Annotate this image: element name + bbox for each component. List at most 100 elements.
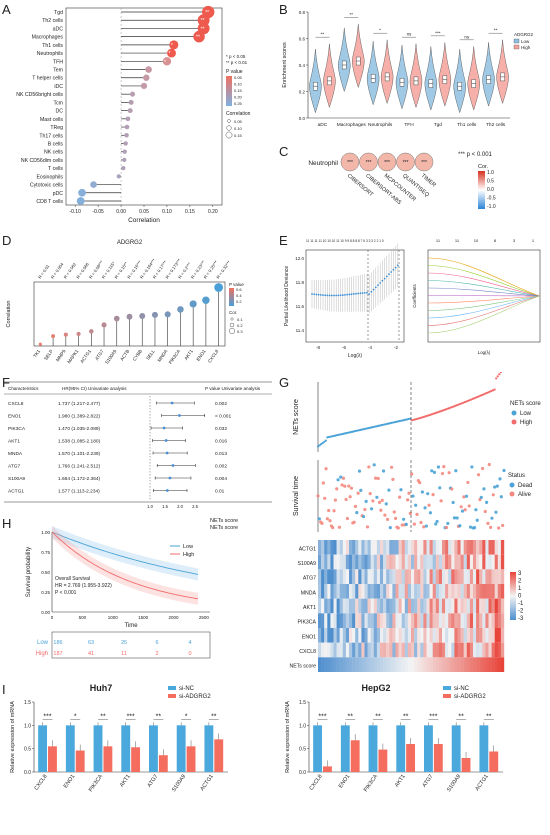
legend-pval-tick: 0.15 [234,88,243,93]
x-tick-label: SELL [145,348,156,360]
x-tick-label: 2.5 [192,504,198,509]
survival-point [396,526,400,530]
x-tick-label: ENO1 [195,348,207,361]
heat-cell [321,613,325,628]
heat-cell [327,569,331,584]
x-tick-label: 1500 [138,615,149,620]
heat-cell [445,554,449,570]
heat-cell [333,554,337,570]
y-axis-title: Survival probability [26,547,32,597]
heat-cell [386,540,390,555]
heat-cell [386,584,390,599]
heat-cell [398,628,402,643]
coef-path [427,295,541,311]
lollipop-point [126,313,133,320]
heat-cell [432,613,436,628]
heat-cell [485,613,489,628]
heat-colorbar [510,572,516,620]
heat-cell [318,569,322,584]
lollipop-point [63,332,68,337]
heat-cell [349,628,353,643]
row-hr: 1.538 (1.085-2.180) [58,439,101,445]
coef-path [427,280,541,297]
heat-cell [364,657,368,672]
heat-cell [469,657,474,672]
status-dead: Dead [518,483,532,489]
heat-cell [448,628,452,643]
heat-cell [445,657,449,672]
survival-point [475,518,479,522]
survival-point [372,463,376,467]
survival-point [476,473,481,477]
heat-cell [358,628,362,643]
heat-cell [451,628,455,643]
category-label: Th2 cells [42,18,63,24]
heat-cell [324,657,328,672]
heat-cell [404,613,409,628]
survival-point [482,487,486,491]
heat-cell [473,642,477,658]
heat-cell [451,540,455,555]
heat-cell [401,584,405,599]
survival-point [494,510,498,514]
cv-point [379,282,382,284]
heat-cell [423,569,427,584]
heat-cell [349,554,353,570]
sig-label: ** [156,714,162,721]
lollipop-point [116,174,121,179]
heat-cell [380,642,384,658]
lollipop-point [129,91,136,97]
heat-cell [404,642,409,658]
risk-count: 41 [88,651,94,657]
survival-point [348,495,352,499]
legend-high: High [521,45,531,50]
score-point [321,441,324,445]
heat-cell [383,569,387,584]
survival-point [474,508,478,512]
heat-cell [497,613,502,628]
bar-nc [176,725,186,772]
survival-point [450,487,454,491]
row-p: 0.01 [215,489,225,495]
heat-cell [491,598,495,614]
heat-cell [364,613,368,628]
heat-cell [417,540,421,555]
status-alive: Alive [518,492,532,498]
cv-point [361,292,364,294]
heat-cell [497,657,502,672]
survival-point [365,525,370,529]
bar-nc [424,725,433,772]
heat-cell [389,540,393,555]
heat-cell [376,657,381,672]
heat-cell [330,569,334,584]
coef-path [427,287,541,297]
hr-point [178,414,181,417]
heat-cell [407,598,412,614]
heat-cell [414,628,418,643]
heat-cell [318,642,322,658]
lollipop-point [76,331,81,337]
survival-point [439,499,443,503]
x-axis-title: Time [124,623,138,629]
row-name: PIK3CA [8,426,26,432]
heat-cell [476,540,480,555]
heat-cell [355,554,359,570]
legend-cor-dot [230,317,234,321]
heat-cell [355,598,359,614]
heat-cell [367,598,371,614]
y-tick-label: 0.00 [41,610,50,615]
heat-cell [364,598,368,614]
heat-cell [333,657,337,672]
heat-cell [389,642,393,658]
sig-label: ** [403,714,409,721]
score-point [324,439,327,442]
survival-point [349,486,354,490]
legend-corr-tick: 0.15 [234,133,243,138]
survival-point [391,477,395,481]
heat-cell [398,657,402,672]
bar-nc [149,725,158,772]
survival-point [442,464,446,469]
heat-cell [367,540,371,555]
row-p: 0.013 [215,451,227,457]
heat-cell [389,598,393,614]
